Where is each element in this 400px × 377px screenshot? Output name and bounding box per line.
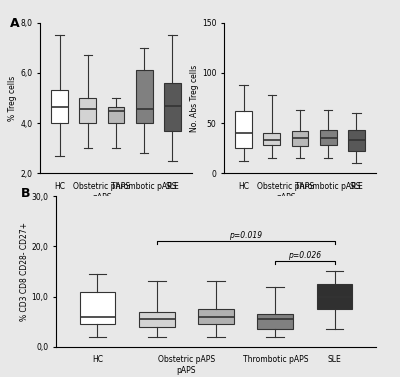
PathPatch shape xyxy=(258,314,293,329)
Text: p=0.019: p=0.019 xyxy=(229,231,262,240)
PathPatch shape xyxy=(164,83,181,131)
PathPatch shape xyxy=(80,291,115,324)
Text: pAPS: pAPS xyxy=(92,193,112,202)
Text: SLE: SLE xyxy=(328,355,341,364)
Text: Obstetric pAPS: Obstetric pAPS xyxy=(73,182,130,191)
Text: B: B xyxy=(21,187,30,200)
Text: Thrombotic pAPS: Thrombotic pAPS xyxy=(295,182,361,191)
Text: SLE: SLE xyxy=(350,182,363,191)
Text: A: A xyxy=(10,17,19,29)
Text: HC: HC xyxy=(54,182,65,191)
PathPatch shape xyxy=(198,309,234,324)
PathPatch shape xyxy=(80,98,96,123)
Text: HC: HC xyxy=(92,355,103,364)
Text: SLE: SLE xyxy=(166,182,179,191)
PathPatch shape xyxy=(235,111,252,148)
Text: Obstetric pAPS: Obstetric pAPS xyxy=(257,182,314,191)
PathPatch shape xyxy=(292,131,308,146)
PathPatch shape xyxy=(264,133,280,145)
Text: HC: HC xyxy=(238,182,249,191)
Text: Obstetric pAPS: Obstetric pAPS xyxy=(158,355,215,364)
PathPatch shape xyxy=(317,284,352,309)
Text: p=0.026: p=0.026 xyxy=(288,251,322,261)
PathPatch shape xyxy=(348,130,365,151)
Text: pAPS: pAPS xyxy=(177,366,196,375)
Y-axis label: No. Abs Treg cells: No. Abs Treg cells xyxy=(190,64,199,132)
Text: pAPS: pAPS xyxy=(276,193,296,202)
Y-axis label: % CD3 CD8 CD28- CD27+: % CD3 CD8 CD28- CD27+ xyxy=(20,222,28,321)
Text: Thrombotic pAPS: Thrombotic pAPS xyxy=(242,355,308,364)
PathPatch shape xyxy=(320,130,336,145)
PathPatch shape xyxy=(51,90,68,123)
Y-axis label: % Treg cells: % Treg cells xyxy=(8,75,18,121)
Text: Thrombotic pAPS: Thrombotic pAPS xyxy=(111,182,177,191)
PathPatch shape xyxy=(136,70,152,123)
PathPatch shape xyxy=(139,312,174,327)
PathPatch shape xyxy=(108,107,124,123)
